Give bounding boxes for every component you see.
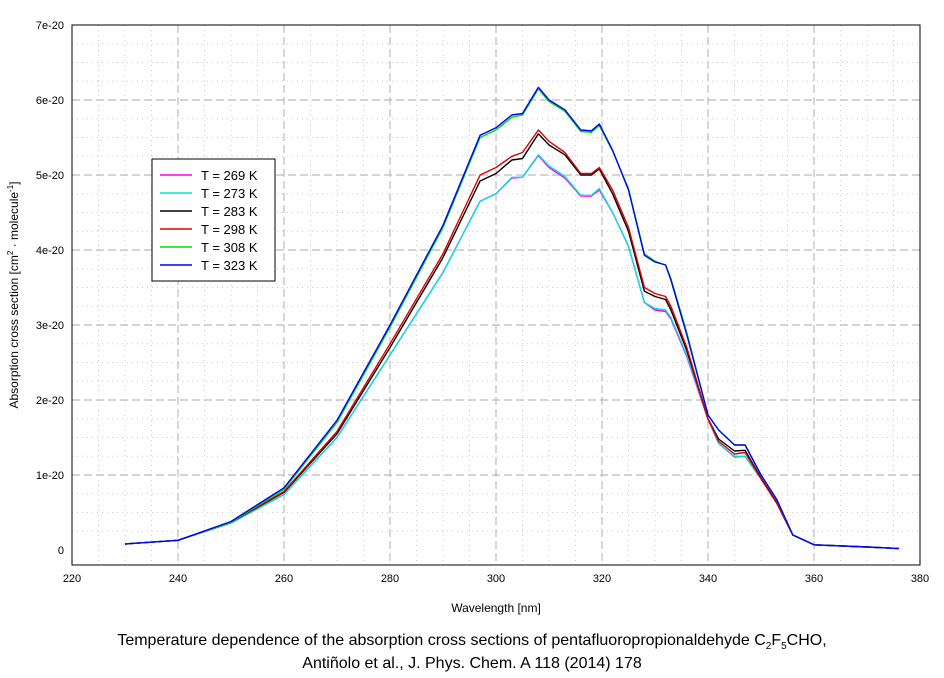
x-tick-label: 220 [63,573,81,585]
x-axis-label: Wavelength [nm] [451,601,541,615]
legend-label: T = 323 K [201,258,258,273]
x-tick-label: 380 [911,573,929,585]
series-line-298K [124,129,899,550]
legend-label: T = 298 K [201,222,258,237]
y-tick-label: 2e-20 [36,395,64,407]
legend-label: T = 283 K [201,204,258,219]
chart-plot: 220 240 260 280 300 320 340 360 380 0 1e-20 2e-20 3e… [6,20,929,615]
y-tick-label: 7e-20 [36,20,64,32]
series-line-323K [124,86,899,550]
x-tick-label: 260 [275,573,293,585]
x-tick-label: 280 [381,573,399,585]
y-tick-label: 4e-20 [36,245,64,257]
y-tick-label: 0 [58,545,64,557]
series-lines [124,86,899,550]
x-tick-label: 360 [805,573,823,585]
x-tick-label: 300 [487,573,505,585]
legend-box [151,158,276,282]
legend: T = 269 K T = 273 K T = 283 K T = 298 K T = … [151,158,276,282]
legend-label: T = 273 K [201,186,258,201]
y-tick-label: 1e-20 [36,470,64,482]
series-line-283K [124,133,899,550]
legend-label: T = 269 K [201,168,258,183]
y-tick-label: 5e-20 [36,170,64,182]
caption-line-2: Antiñolo et al., J. Phys. Chem. A 118 (2… [302,655,642,672]
x-tick-label: 340 [699,573,717,585]
series-line-273K [124,154,899,550]
plot-frame [71,24,921,566]
grid [72,25,920,565]
axis-ticks: 220 240 260 280 300 320 340 360 380 0 1e-20 2e-20 3e… [36,20,929,585]
caption-line-1: Temperature dependence of the absorption… [117,632,827,653]
legend-label: T = 308 K [201,240,258,255]
y-tick-label: 6e-20 [36,95,64,107]
y-tick-label: 3e-20 [36,320,64,332]
x-tick-label: 320 [593,573,611,585]
series-line-308K [124,88,899,550]
x-tick-label: 240 [169,573,187,585]
y-axis-label: Absorption cross section [cm2 · molecule… [6,181,21,408]
